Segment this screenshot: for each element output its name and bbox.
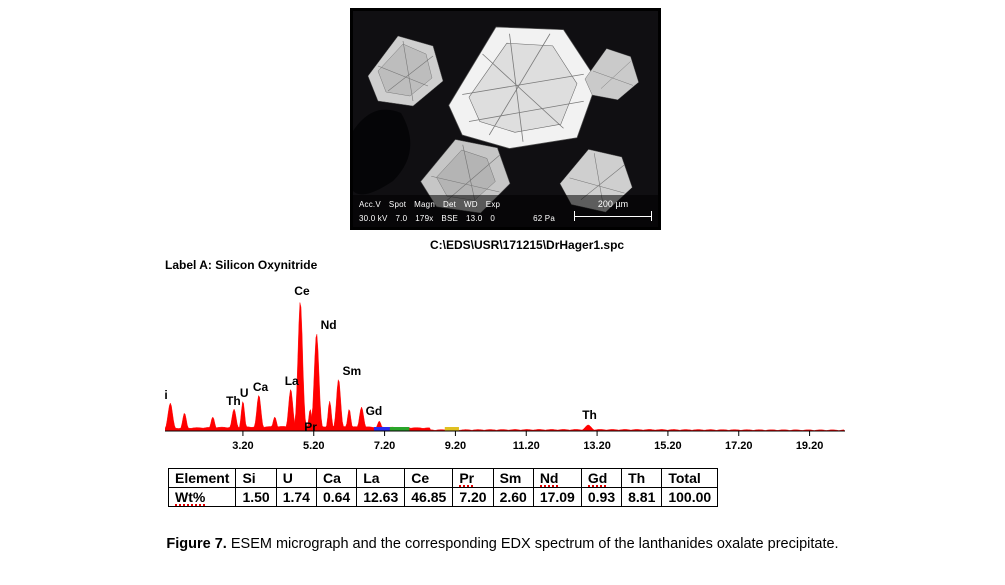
table-header-cell: Element: [169, 469, 236, 488]
table-cell: 8.81: [622, 488, 662, 507]
edx-peak-label-sm: Sm: [343, 364, 362, 378]
edx-xtick-label: 3.20: [232, 440, 253, 452]
edx-xtick-label: 15.20: [654, 440, 682, 452]
edx-band: [374, 427, 390, 431]
table-header-cell: La: [357, 469, 405, 488]
edx-peak-label-la: La: [285, 374, 299, 388]
edx-peak-label-si: Si: [165, 388, 168, 402]
sem-h-accv: Acc.V: [359, 200, 381, 209]
table-header-cell: Th: [622, 469, 662, 488]
table-row-label: Wt%: [169, 488, 236, 507]
edx-xtick-label: 9.20: [445, 440, 466, 452]
edx-xtick-label: 11.20: [513, 440, 540, 452]
caption-text: ESEM micrograph and the corresponding ED…: [227, 536, 839, 552]
sem-v-spot: 7.0: [396, 214, 408, 223]
sem-infobar: Acc.V Spot Magn Det WD Exp 30.0 kV 7.0 1…: [353, 191, 658, 227]
edx-xtick-label: 17.20: [725, 440, 753, 452]
edx-xtick-label: 7.20: [374, 440, 395, 452]
sem-v-det: BSE: [441, 214, 458, 223]
sem-micrograph: Acc.V Spot Magn Det WD Exp 30.0 kV 7.0 1…: [350, 8, 661, 230]
edx-peak-label-ca: Ca: [253, 380, 269, 394]
edx-xtick-label: 5.20: [303, 440, 324, 452]
edx-peak-label-th: Th: [226, 394, 241, 408]
edx-xtick-label: 19.20: [796, 440, 824, 452]
sem-v-exp: 0: [490, 214, 495, 223]
table-header-cell: U: [276, 469, 316, 488]
sem-info-values: 30.0 kV 7.0 179x BSE 13.0 0 62 Pa: [359, 214, 555, 223]
table-header-cell: Sm: [493, 469, 533, 488]
table-cell: 2.60: [493, 488, 533, 507]
edx-svg: 3.20 5.20 7.20 9.20 11.20 13.20 15.20 17.20 19.2…: [165, 286, 845, 458]
sem-v-wd: 13.0: [466, 214, 482, 223]
edx-band: [390, 427, 409, 431]
sem-scale-label: 200 µm: [598, 199, 628, 209]
table-header-cell: Ce: [405, 469, 453, 488]
edx-spectrum: 3.20 5.20 7.20 9.20 11.20 13.20 15.20 17.20 19.2…: [165, 286, 845, 458]
edx-filepath: C:\EDS\USR\171215\DrHager1.spc: [430, 238, 624, 252]
table-cell: 1.74: [276, 488, 316, 507]
table-header-cell: Gd: [581, 469, 621, 488]
edx-peak-label-th: Th: [582, 408, 597, 422]
sem-v-magn: 179x: [415, 214, 433, 223]
table-cell: 46.85: [405, 488, 453, 507]
table-header-cell: Nd: [533, 469, 581, 488]
table-cell: 0.64: [316, 488, 356, 507]
table-header-cell: Ca: [316, 469, 356, 488]
sem-h-spot: Spot: [389, 200, 406, 209]
caption-bold: Figure 7.: [166, 536, 226, 552]
sem-info-headers: Acc.V Spot Magn Det WD Exp: [359, 200, 500, 209]
edx-peak-label-ce: Ce: [294, 286, 310, 298]
table-header-cell: Si: [236, 469, 276, 488]
sem-h-wd: WD: [464, 200, 478, 209]
table-cell: 100.00: [662, 488, 718, 507]
sem-scalebar: 200 µm: [574, 199, 652, 221]
sem-v-pa: 62 Pa: [533, 214, 555, 223]
sem-h-det: Det: [443, 200, 456, 209]
table-header-row: ElementSiUCaLaCePrSmNdGdThTotal: [169, 469, 718, 488]
edx-bg: [165, 286, 845, 458]
table-cell: 1.50: [236, 488, 276, 507]
edx-label-a: Label A: Silicon Oxynitride: [165, 258, 317, 272]
table-cell: 17.09: [533, 488, 581, 507]
composition-table: ElementSiUCaLaCePrSmNdGdThTotal Wt%1.501…: [168, 468, 718, 507]
sem-h-exp: Exp: [486, 200, 500, 209]
table-cell: 0.93: [581, 488, 621, 507]
table-header-cell: Pr: [453, 469, 493, 488]
edx-xtick-label: 13.20: [583, 440, 611, 452]
edx-peak-label-nd: Nd: [321, 318, 337, 332]
table-header-cell: Total: [662, 469, 718, 488]
sem-v-accv: 30.0 kV: [359, 214, 388, 223]
sem-scale-ticks: [574, 211, 652, 221]
edx-peak-label-pr: Pr: [304, 420, 317, 434]
edx-peak-label-gd: Gd: [366, 404, 383, 418]
edx-peak-label-u: U: [240, 386, 249, 400]
edx-band: [445, 427, 459, 431]
figure-caption: Figure 7. ESEM micrograph and the corres…: [0, 536, 1005, 552]
sem-h-magn: Magn: [414, 200, 435, 209]
table-cell: 12.63: [357, 488, 405, 507]
figure-stage: Acc.V Spot Magn Det WD Exp 30.0 kV 7.0 1…: [0, 0, 1005, 585]
table-cell: 7.20: [453, 488, 493, 507]
table-row: Wt%1.501.740.6412.6346.857.202.6017.090.…: [169, 488, 718, 507]
